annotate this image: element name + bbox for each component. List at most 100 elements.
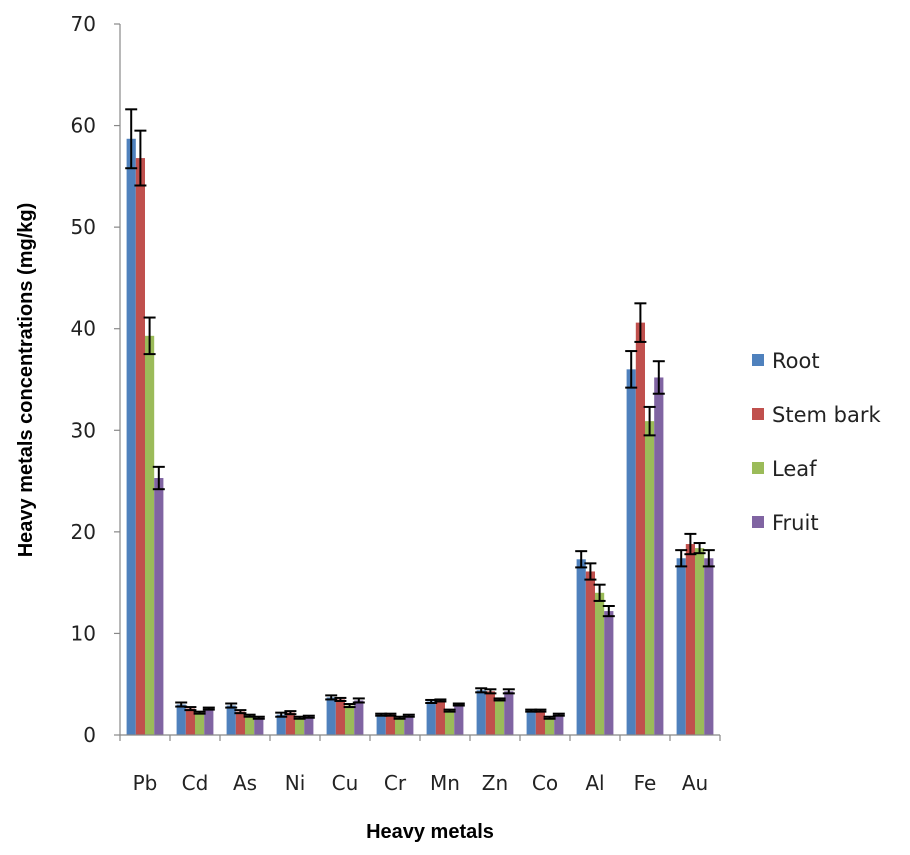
x-tick-label: Au bbox=[682, 771, 708, 795]
error-bar bbox=[325, 694, 338, 701]
bar-stem-bark bbox=[685, 544, 695, 735]
bar-fruit bbox=[604, 611, 614, 735]
x-tick-label: Fe bbox=[634, 771, 657, 795]
error-bar bbox=[252, 715, 265, 720]
bar-root bbox=[326, 697, 336, 735]
error-bar bbox=[352, 697, 365, 704]
error-bar bbox=[634, 302, 647, 343]
y-tick-label: 20 bbox=[71, 520, 96, 544]
x-tick-label: Zn bbox=[482, 771, 508, 795]
error-bars-layer bbox=[125, 108, 715, 720]
y-tick-label: 30 bbox=[71, 418, 96, 442]
bar-stem-bark bbox=[235, 711, 245, 735]
x-tick-label: Al bbox=[585, 771, 604, 795]
bar-stem-bark bbox=[485, 691, 495, 735]
bar-fruit bbox=[554, 714, 564, 735]
error-bar bbox=[493, 697, 506, 702]
y-axis-ticks: 0 10 20 30 40 50 60 70 bbox=[71, 12, 120, 747]
error-bar bbox=[584, 562, 597, 581]
error-bar bbox=[702, 549, 715, 568]
error-bar bbox=[143, 316, 156, 356]
error-bar bbox=[275, 711, 288, 718]
error-bar bbox=[625, 350, 638, 389]
error-bar bbox=[652, 360, 665, 395]
y-tick-label: 10 bbox=[71, 621, 96, 645]
bar-root bbox=[276, 714, 286, 735]
bar-leaf bbox=[295, 717, 305, 735]
legend-label: Stem bark bbox=[772, 403, 881, 427]
error-bar bbox=[434, 698, 447, 703]
error-bar bbox=[334, 696, 347, 702]
x-tick-label: As bbox=[233, 771, 257, 795]
x-axis-title: Heavy metals bbox=[366, 821, 494, 843]
legend: Root Stem bark Leaf Fruit bbox=[752, 349, 881, 535]
bar-leaf bbox=[545, 717, 555, 735]
bar-fruit bbox=[654, 377, 664, 735]
bar-fruit bbox=[404, 715, 414, 735]
y-tick-label: 0 bbox=[83, 723, 96, 747]
error-bar bbox=[343, 703, 356, 709]
bar-leaf bbox=[495, 699, 505, 735]
bar-stem-bark bbox=[135, 158, 145, 735]
bar-root bbox=[126, 138, 136, 736]
error-bar bbox=[302, 714, 315, 719]
bar-leaf bbox=[695, 548, 705, 735]
y-tick-label: 70 bbox=[71, 12, 96, 36]
x-tick-label: Co bbox=[532, 771, 558, 795]
error-bar bbox=[593, 583, 606, 602]
error-bar bbox=[284, 710, 297, 716]
bar-fruit bbox=[704, 558, 714, 735]
error-bar bbox=[475, 687, 488, 694]
error-bar bbox=[543, 715, 556, 720]
x-axis-ticks: Pb Cd As Ni Cu Cr Mn Zn Co Al Fe Au bbox=[119, 735, 721, 795]
error-bar bbox=[643, 405, 656, 437]
error-bar bbox=[402, 713, 415, 718]
x-tick-label: Ni bbox=[285, 771, 306, 795]
bar-root bbox=[676, 558, 686, 735]
error-bar bbox=[293, 715, 306, 720]
bar-leaf bbox=[395, 717, 405, 735]
legend-swatch bbox=[752, 354, 764, 366]
y-tick-label: 60 bbox=[71, 114, 96, 138]
bar-leaf bbox=[445, 710, 455, 735]
x-tick-label: Mn bbox=[430, 771, 460, 795]
bar-stem-bark bbox=[285, 712, 295, 735]
error-bar bbox=[484, 688, 497, 695]
bar-fruit bbox=[154, 478, 164, 735]
error-bar bbox=[575, 550, 588, 569]
bar-root bbox=[226, 705, 236, 735]
error-bar bbox=[684, 532, 697, 556]
error-bar bbox=[452, 702, 465, 707]
legend-label: Leaf bbox=[772, 457, 817, 481]
bar-fruit bbox=[454, 704, 464, 735]
bar-fruit bbox=[504, 691, 514, 735]
error-bar bbox=[234, 709, 247, 715]
bar-root bbox=[526, 710, 536, 735]
bar-root bbox=[576, 559, 586, 735]
bar-root bbox=[176, 704, 186, 735]
error-bar bbox=[125, 108, 138, 170]
bars-layer bbox=[126, 138, 714, 736]
x-tick-label: Cu bbox=[332, 771, 359, 795]
legend-swatch bbox=[752, 462, 764, 474]
legend-swatch bbox=[752, 408, 764, 420]
bar-stem-bark bbox=[535, 710, 545, 735]
error-bar bbox=[534, 708, 547, 713]
legend-item: Root bbox=[752, 349, 820, 373]
error-bar bbox=[443, 708, 456, 713]
y-tick-label: 40 bbox=[71, 317, 96, 341]
x-tick-label: Cr bbox=[384, 771, 407, 795]
bar-stem-bark bbox=[585, 571, 595, 735]
legend-item: Leaf bbox=[752, 457, 817, 481]
bar-leaf bbox=[195, 712, 205, 735]
bar-fruit bbox=[354, 700, 364, 735]
bar-leaf bbox=[595, 592, 605, 735]
error-bar bbox=[602, 605, 615, 618]
error-bar bbox=[202, 706, 215, 711]
legend-item: Stem bark bbox=[752, 403, 881, 427]
error-bar bbox=[693, 542, 706, 555]
error-bar bbox=[152, 465, 165, 491]
bar-root bbox=[476, 690, 486, 735]
legend-label: Root bbox=[772, 349, 820, 373]
